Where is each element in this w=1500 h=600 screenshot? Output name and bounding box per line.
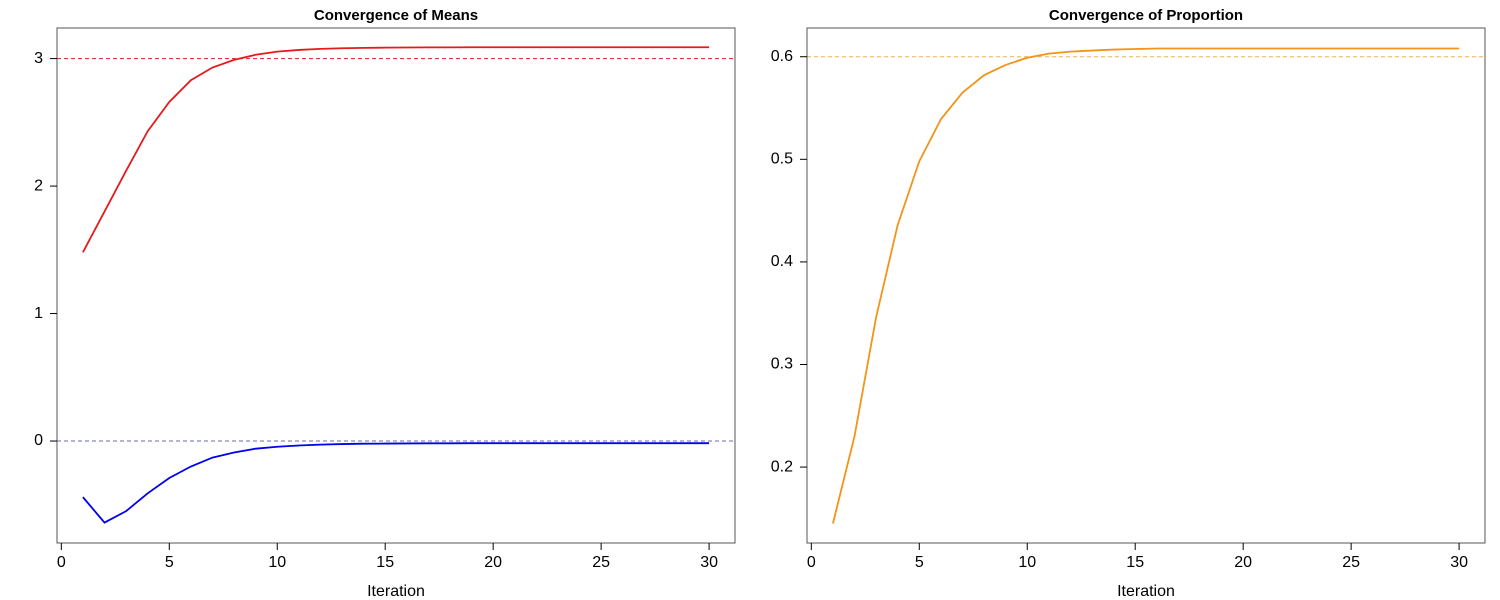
series-line	[82, 46, 710, 253]
x-tick-label: 5	[915, 554, 924, 571]
x-axis-label: Iteration	[1117, 583, 1175, 600]
x-axis-label: Iteration	[367, 583, 425, 600]
x-tick-label: 20	[484, 554, 502, 571]
y-tick-label: 0.4	[771, 253, 793, 270]
x-tick-label: 0	[57, 554, 66, 571]
y-tick-label: 0.3	[771, 356, 793, 373]
x-tick-label: 25	[592, 554, 610, 571]
x-tick-label: 10	[1018, 554, 1036, 571]
x-tick-label: 25	[1342, 554, 1360, 571]
chart-title: Convergence of Proportion	[1049, 7, 1243, 24]
series-line	[832, 47, 1460, 524]
x-tick-label: 10	[268, 554, 286, 571]
y-tick-label: 0	[34, 432, 43, 449]
chart-title: Convergence of Means	[314, 7, 478, 24]
x-tick-label: 15	[376, 554, 394, 571]
y-tick-label: 0.2	[771, 458, 793, 475]
x-tick-label: 15	[1126, 554, 1144, 571]
y-tick-label: 3	[34, 50, 43, 67]
x-tick-label: 30	[700, 554, 718, 571]
y-tick-label: 0.6	[771, 48, 793, 65]
x-tick-label: 30	[1450, 554, 1468, 571]
plot-frame	[56, 27, 736, 544]
y-tick-label: 1	[34, 305, 43, 322]
x-tick-label: 5	[165, 554, 174, 571]
x-tick-label: 0	[807, 554, 816, 571]
x-tick-label: 20	[1234, 554, 1252, 571]
plot-frame	[806, 27, 1486, 544]
series-line	[82, 442, 710, 524]
y-tick-label: 0.5	[771, 151, 793, 168]
y-tick-label: 2	[34, 177, 43, 194]
